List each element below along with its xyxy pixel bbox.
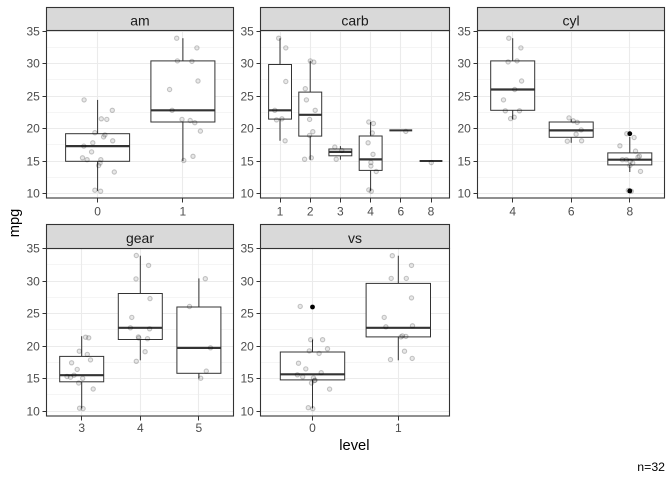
svg-text:vs: vs: [348, 230, 362, 246]
svg-text:carb: carb: [341, 13, 368, 29]
svg-text:8: 8: [428, 205, 435, 219]
svg-text:3: 3: [337, 205, 344, 219]
svg-text:1: 1: [180, 205, 187, 219]
svg-text:10: 10: [26, 187, 40, 201]
svg-text:20: 20: [26, 122, 40, 136]
svg-text:20: 20: [457, 122, 471, 136]
svg-text:level: level: [339, 438, 369, 454]
svg-text:25: 25: [240, 307, 254, 321]
svg-text:20: 20: [240, 340, 254, 354]
svg-text:6: 6: [568, 205, 575, 219]
svg-text:35: 35: [26, 25, 40, 39]
svg-text:mpg: mpg: [7, 209, 23, 238]
svg-text:am: am: [130, 13, 149, 29]
svg-text:15: 15: [26, 372, 40, 386]
svg-text:10: 10: [457, 187, 471, 201]
svg-text:20: 20: [26, 340, 40, 354]
svg-text:5: 5: [196, 421, 203, 435]
svg-text:2: 2: [307, 205, 314, 219]
svg-text:4: 4: [509, 205, 516, 219]
svg-text:1: 1: [277, 205, 284, 219]
svg-text:30: 30: [457, 57, 471, 71]
svg-text:10: 10: [240, 187, 254, 201]
svg-text:1: 1: [395, 421, 402, 435]
svg-text:4: 4: [367, 205, 374, 219]
svg-text:25: 25: [26, 307, 40, 321]
svg-text:30: 30: [240, 275, 254, 289]
svg-text:10: 10: [26, 405, 40, 419]
svg-text:10: 10: [240, 405, 254, 419]
svg-text:n=32: n=32: [637, 460, 665, 474]
svg-text:gear: gear: [126, 230, 154, 246]
svg-text:25: 25: [240, 90, 254, 104]
svg-text:30: 30: [26, 275, 40, 289]
svg-text:0: 0: [94, 205, 101, 219]
svg-text:15: 15: [240, 372, 254, 386]
svg-text:cyl: cyl: [562, 13, 579, 29]
svg-text:30: 30: [240, 57, 254, 71]
svg-text:35: 35: [26, 242, 40, 256]
svg-text:35: 35: [240, 25, 254, 39]
svg-text:20: 20: [240, 122, 254, 136]
svg-text:3: 3: [78, 421, 85, 435]
svg-text:15: 15: [26, 155, 40, 169]
svg-text:25: 25: [457, 90, 471, 104]
svg-text:4: 4: [137, 421, 144, 435]
svg-text:6: 6: [397, 205, 404, 219]
svg-text:30: 30: [26, 57, 40, 71]
svg-text:15: 15: [240, 155, 254, 169]
svg-text:35: 35: [240, 242, 254, 256]
svg-text:0: 0: [309, 421, 316, 435]
svg-text:35: 35: [457, 25, 471, 39]
svg-text:25: 25: [26, 90, 40, 104]
svg-text:8: 8: [626, 205, 633, 219]
svg-text:15: 15: [457, 155, 471, 169]
